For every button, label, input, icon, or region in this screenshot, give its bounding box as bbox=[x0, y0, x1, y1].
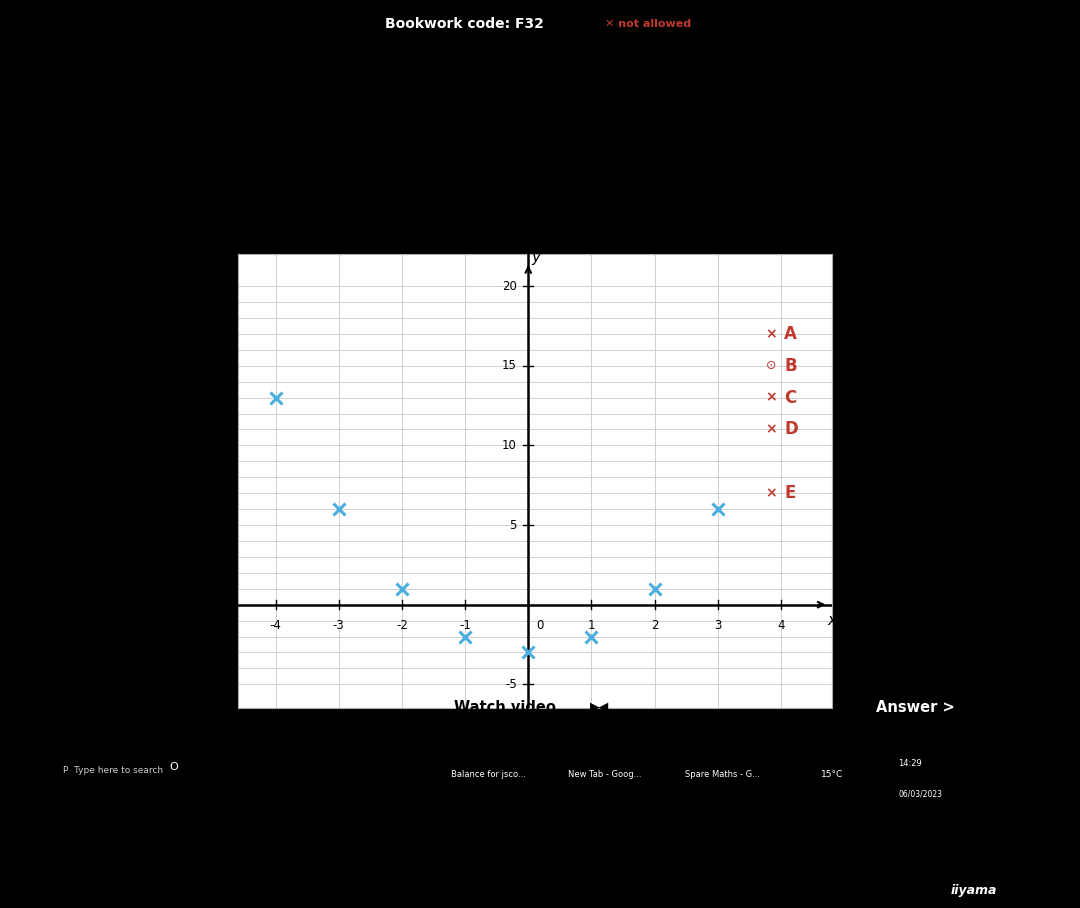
Text: ✕ not allowed: ✕ not allowed bbox=[605, 18, 691, 29]
Text: iiyama: iiyama bbox=[950, 884, 997, 897]
Text: ×: × bbox=[766, 486, 778, 500]
Text: Bookwork code: F32: Bookwork code: F32 bbox=[384, 16, 544, 31]
Text: ×: × bbox=[766, 390, 778, 405]
Text: y: y bbox=[531, 251, 540, 265]
Text: b) Some points on the graph of $y = x^2 - 3$ have been plotted.: b) Some points on the graph of $y = x^2 … bbox=[232, 174, 826, 201]
Text: 1: 1 bbox=[588, 619, 595, 632]
Text: -3: -3 bbox=[333, 619, 345, 632]
Text: Balance for jsco...: Balance for jsco... bbox=[451, 770, 526, 779]
Text: ×: × bbox=[766, 327, 778, 340]
Text: -1: -1 bbox=[459, 619, 471, 632]
Text: A: A bbox=[784, 325, 797, 343]
Text: 4: 4 bbox=[778, 619, 785, 632]
Text: ⊙: ⊙ bbox=[767, 360, 777, 372]
Text: ▶◀: ▶◀ bbox=[590, 701, 609, 714]
Text: Watch video: Watch video bbox=[454, 700, 555, 715]
Text: P  Type here to search: P Type here to search bbox=[63, 766, 163, 775]
Text: -4: -4 bbox=[270, 619, 282, 632]
Text: O: O bbox=[170, 762, 178, 772]
Text: New Tab - Goog...: New Tab - Goog... bbox=[568, 770, 642, 779]
Text: Spare Maths - G...: Spare Maths - G... bbox=[685, 770, 759, 779]
Text: 06/03/2023: 06/03/2023 bbox=[899, 790, 943, 798]
Text: -5: -5 bbox=[505, 678, 517, 691]
Text: a) If $y = x^2 - 3$, what is the value of $y$ when $x = 4$?: a) If $y = x^2 - 3$, what is the value o… bbox=[253, 83, 806, 112]
Text: 2: 2 bbox=[651, 619, 659, 632]
Text: ×: × bbox=[766, 422, 778, 437]
Text: 0: 0 bbox=[536, 619, 543, 632]
Text: Answer >: Answer > bbox=[876, 700, 955, 715]
Text: -2: -2 bbox=[396, 619, 408, 632]
Text: 10: 10 bbox=[502, 439, 517, 452]
Text: D: D bbox=[784, 420, 798, 439]
Text: 5: 5 bbox=[510, 518, 517, 531]
Text: x: x bbox=[827, 613, 836, 627]
Text: < Back to task: < Back to task bbox=[89, 700, 208, 715]
Text: E: E bbox=[784, 484, 796, 502]
Text: 15°C: 15°C bbox=[821, 770, 843, 779]
Text: C: C bbox=[784, 389, 796, 407]
Text: 20: 20 bbox=[502, 280, 517, 292]
Text: Use your answer to part a) to work out which of the points A-E is correct.: Use your answer to part a) to work out w… bbox=[173, 227, 886, 246]
Text: 3: 3 bbox=[714, 619, 721, 632]
Text: B: B bbox=[784, 357, 797, 375]
Text: 15: 15 bbox=[502, 360, 517, 372]
Text: 14:29: 14:29 bbox=[899, 759, 922, 767]
